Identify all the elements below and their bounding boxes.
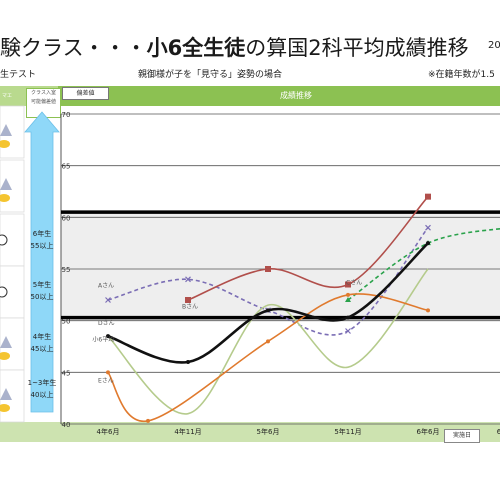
data-point <box>345 328 351 334</box>
chart-header-band <box>58 86 500 106</box>
subtitle-center: 親御様が子を「見守る」姿勢の場合 <box>138 70 283 80</box>
chart-title: 成績推移 <box>280 91 312 100</box>
threshold-value: 40以上 <box>31 390 54 399</box>
y-tick-label: 65 <box>62 163 71 171</box>
coin-icon <box>0 404 10 412</box>
x-tick-label: 6 <box>497 428 500 436</box>
series-label: Bさん <box>182 303 198 310</box>
data-point <box>425 224 431 231</box>
series-label: Eさん <box>98 378 114 385</box>
up-arrow-icon <box>0 336 12 348</box>
data-point <box>426 241 430 246</box>
page-title: 験クラス・・・小6全生徒の算国2科平均成績推移 <box>0 32 469 62</box>
y-tick-label: 70 <box>62 111 71 119</box>
data-point <box>185 297 191 303</box>
x-tick-label: 6年6月 <box>417 427 440 436</box>
coin-icon <box>0 352 10 360</box>
data-point <box>345 281 351 288</box>
title-part1: 験クラス・・・ <box>0 36 147 60</box>
y-tick-label: 45 <box>62 369 71 377</box>
data-point <box>266 339 270 344</box>
subtitle-right: ※在籍年数が1.5 <box>428 70 495 80</box>
chip-top-left: マエ <box>2 93 12 99</box>
series-line <box>107 293 429 422</box>
data-point <box>106 334 110 339</box>
series-label: Cさん <box>346 280 362 287</box>
series-line <box>187 196 429 301</box>
grade-arrow-icon <box>24 111 60 413</box>
data-point <box>266 308 270 313</box>
x-tick-label: 5年11月 <box>334 427 361 436</box>
series-label: Aさん <box>98 283 114 290</box>
data-point <box>185 276 191 283</box>
coin-icon <box>0 140 10 148</box>
series-label: 小6平均 <box>92 335 114 343</box>
data-point <box>346 315 350 320</box>
series-label: Dさん <box>98 320 115 327</box>
y-tick-label: 40 <box>62 421 71 429</box>
data-point <box>346 292 350 297</box>
up-arrow-icon <box>0 388 12 400</box>
data-point <box>426 308 430 313</box>
data-point <box>146 418 150 423</box>
circle-icon <box>0 234 8 246</box>
ylabel-chip: 偏差値 <box>62 87 109 100</box>
threshold-grade: 5年生 <box>33 280 51 289</box>
data-point <box>106 370 110 375</box>
threshold-grade: 1~3年生 <box>28 378 57 387</box>
threshold-value: 45以上 <box>31 344 54 353</box>
up-arrow-icon <box>0 124 12 136</box>
series-line <box>107 268 429 415</box>
data-point <box>425 193 431 200</box>
subtitle-left: 生テスト <box>0 70 37 80</box>
corner-text: 20 <box>488 40 500 51</box>
shaded-band <box>61 212 500 318</box>
data-point <box>345 297 351 302</box>
data-point <box>265 266 271 272</box>
threshold-grade: 6年生 <box>33 229 51 238</box>
threshold-grade: 4年生 <box>33 332 51 341</box>
x-tick-label: 4年6月 <box>97 427 120 436</box>
title-part2: 小6全生徒 <box>146 36 246 60</box>
y-tick-label: 50 <box>62 318 71 326</box>
title-part3: の算国2科平均成績推移 <box>245 36 469 60</box>
up-arrow-icon <box>0 178 12 190</box>
class-threshold-chip: クラス入室 可能偏差値 <box>26 88 61 118</box>
y-tick-label: 55 <box>62 266 71 274</box>
coin-icon <box>0 194 10 202</box>
circle-icon <box>0 286 8 298</box>
data-point <box>186 360 190 364</box>
x-tick-label: 5年6月 <box>257 427 280 436</box>
exam-date-chip: 実施日 <box>444 429 480 443</box>
footer-band <box>0 422 500 442</box>
x-tick-label: 4年11月 <box>174 427 201 436</box>
data-point <box>105 297 111 303</box>
y-tick-label: 60 <box>62 214 71 222</box>
threshold-value: 50以上 <box>31 292 54 301</box>
threshold-value: 55以上 <box>31 241 54 250</box>
